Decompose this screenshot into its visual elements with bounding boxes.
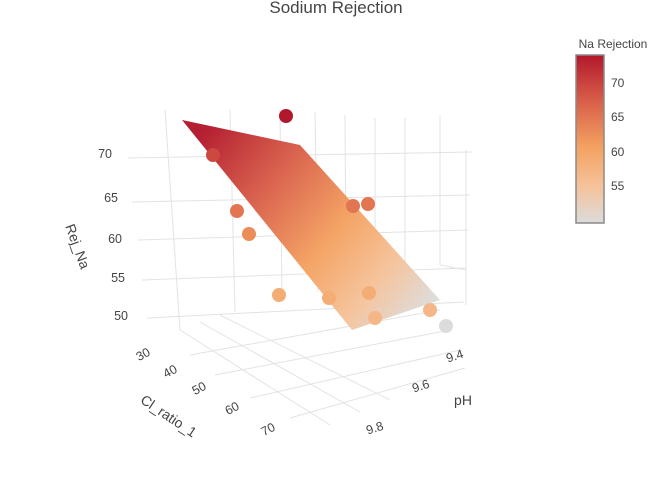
z-tick-label: 70: [98, 147, 112, 161]
colorbar: Na Rejection 55 60 65 70: [575, 37, 648, 224]
data-point: [423, 303, 437, 317]
data-point: [322, 291, 336, 305]
colorbar-tick-label: 55: [611, 179, 625, 193]
z-tick-label: 50: [114, 309, 128, 323]
colorbar-title: Na Rejection: [579, 37, 648, 51]
x-axis-title: pH: [454, 392, 472, 408]
gridline: [249, 349, 461, 399]
y-tick-label: 30: [134, 345, 153, 364]
colorbar-tick-label: 65: [611, 110, 625, 124]
x-tick-label: 9.4: [444, 347, 465, 366]
data-point: [279, 109, 293, 123]
data-point: [439, 319, 453, 333]
data-point: [368, 311, 382, 325]
z-tick-label: 55: [111, 271, 125, 285]
chart-title: Sodium Rejection: [269, 0, 402, 17]
z-axis-title: Rej_Na: [62, 222, 93, 272]
z-tick-label: 60: [108, 232, 122, 246]
z-axis-ticks: 50 55 60 65 70: [98, 147, 128, 323]
y-axis-title: Cl_ratio_1: [138, 391, 200, 440]
x-tick-label: 9.8: [364, 419, 385, 438]
gridline: [289, 367, 466, 419]
regression-surface: [182, 120, 440, 330]
z-tick-label: 65: [104, 191, 118, 205]
data-point: [230, 204, 244, 218]
gridline: [199, 321, 361, 413]
y-tick-label: 70: [259, 420, 278, 439]
colorbar-gradient: [575, 54, 605, 224]
gridline: [179, 329, 331, 426]
data-point: [272, 288, 286, 302]
colorbar-ticks: 55 60 65 70: [611, 76, 625, 193]
y-tick-label: 40: [161, 362, 180, 381]
gridline: [164, 109, 181, 331]
points-layer: [206, 109, 453, 333]
gridline: [439, 264, 467, 271]
data-point: [206, 148, 220, 162]
y-axis-ticks: 30 40 50 60 70: [134, 345, 278, 439]
data-point: [361, 197, 375, 211]
surface-layer: [182, 120, 440, 330]
data-point: [346, 199, 360, 213]
colorbar-tick-label: 70: [611, 76, 625, 90]
gridline: [214, 329, 451, 376]
x-tick-label: 9.6: [410, 377, 431, 396]
data-point: [362, 286, 376, 300]
colorbar-tick-label: 60: [611, 145, 625, 159]
y-tick-label: 50: [190, 379, 209, 398]
gridline: [189, 309, 441, 356]
y-tick-label: 60: [223, 399, 242, 418]
data-point: [242, 227, 256, 241]
x-axis-ticks: 9.4 9.6 9.8: [364, 347, 465, 438]
